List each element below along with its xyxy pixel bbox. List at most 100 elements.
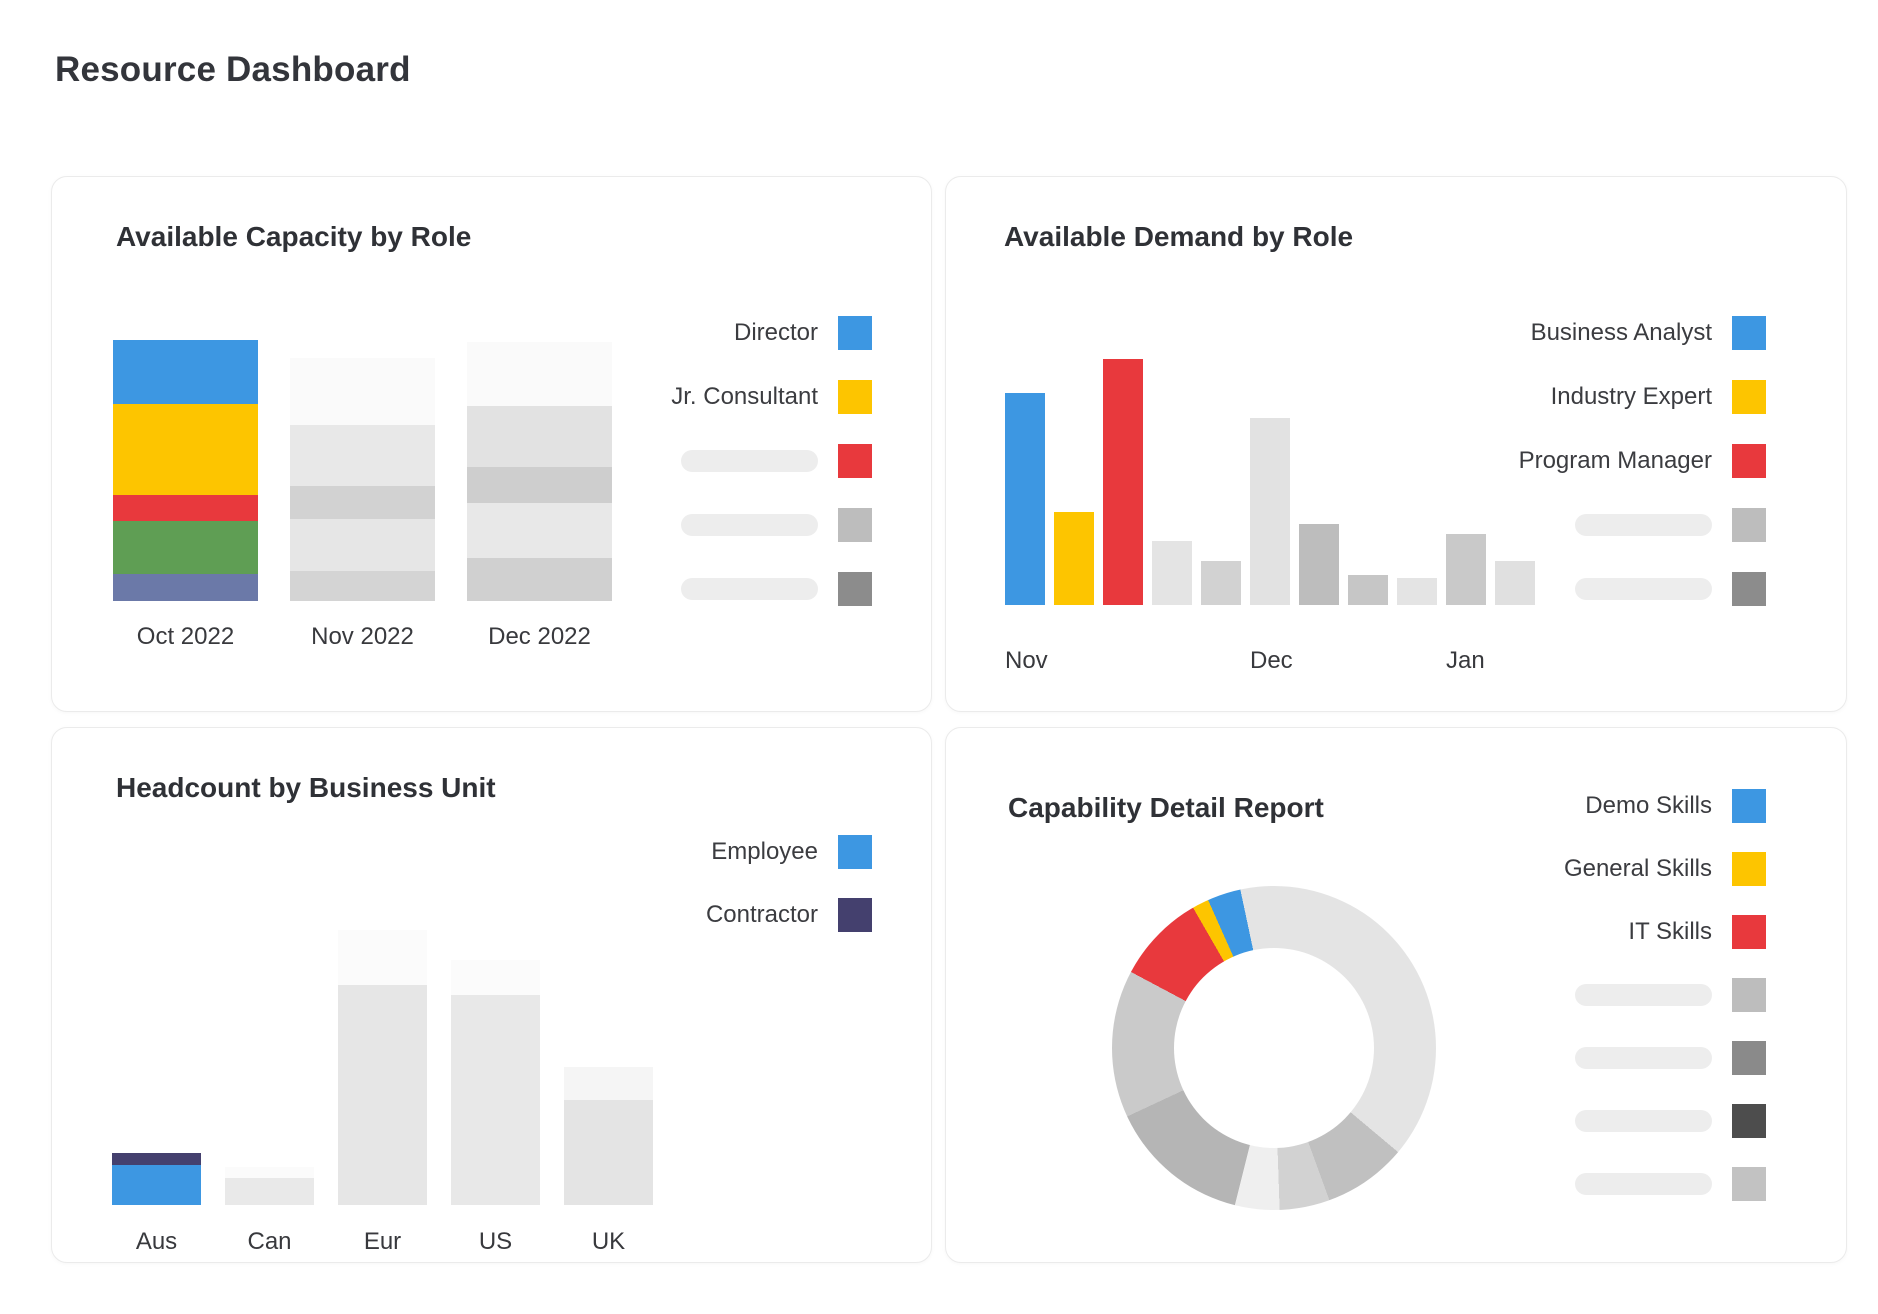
bar-segment-director[interactable] — [113, 340, 258, 404]
demand-bar-5[interactable] — [1201, 561, 1241, 605]
demand-bar-11[interactable] — [1495, 561, 1535, 605]
legend-color-swatch — [1732, 1167, 1766, 1201]
headcount-bar-can[interactable]: Can — [225, 920, 314, 1255]
headcount-bar-aus[interactable]: Aus — [112, 920, 201, 1255]
legend-color-swatch — [1732, 380, 1766, 414]
capability-legend-item-placeholder-5 — [1564, 1041, 1766, 1075]
x-axis-label: Nov — [1005, 647, 1048, 674]
headcount-legend-item-employee[interactable]: Employee — [706, 835, 872, 869]
demand-bar-4[interactable] — [1152, 541, 1192, 605]
legend-placeholder-pill — [1575, 984, 1712, 1006]
legend-label: General Skills — [1563, 855, 1712, 882]
demand-bar-8[interactable] — [1348, 575, 1388, 605]
legend-color-swatch — [838, 380, 872, 414]
demand-bar-7[interactable] — [1299, 524, 1339, 605]
capacity-legend-item-placeholder-3 — [671, 444, 872, 478]
legend-color-swatch — [838, 508, 872, 542]
x-axis-label: Can — [247, 1228, 292, 1255]
headcount-by-bu-panel: Headcount by Business Unit Aus Can Eur US UK… — [51, 727, 932, 1263]
bar-segment-unlabeled-slate[interactable] — [113, 574, 258, 601]
legend-placeholder-pill — [1575, 1047, 1712, 1069]
capability-legend: Demo Skills General Skills IT Skills — [1564, 789, 1766, 1201]
legend-color-swatch — [838, 898, 872, 932]
demand-bar-program-manager[interactable] — [1103, 359, 1143, 605]
capability-donut-chart[interactable] — [1112, 886, 1436, 1210]
demand-legend-item-business-analyst[interactable]: Business Analyst — [1519, 316, 1766, 350]
bar-segment — [451, 995, 540, 1205]
legend-color-swatch — [1732, 508, 1766, 542]
legend-color-swatch — [1732, 978, 1766, 1012]
legend-placeholder-pill — [1575, 1110, 1712, 1132]
headcount-legend: Employee Contractor — [706, 835, 872, 932]
bar-segment — [290, 571, 435, 601]
legend-color-swatch — [1732, 572, 1766, 606]
legend-color-swatch — [1732, 444, 1766, 478]
legend-label: Business Analyst — [1530, 319, 1712, 346]
demand-bar-9[interactable] — [1397, 578, 1437, 605]
headcount-bar-uk[interactable]: UK — [564, 920, 653, 1255]
demand-bar-industry-expert[interactable] — [1054, 512, 1094, 605]
capability-legend-item-demo-skills[interactable]: Demo Skills — [1564, 789, 1766, 823]
headcount-legend-item-contractor[interactable]: Contractor — [706, 898, 872, 932]
demand-legend-item-placeholder-4 — [1519, 508, 1766, 542]
capability-legend-item-general-skills[interactable]: General Skills — [1564, 852, 1766, 886]
legend-color-swatch — [838, 316, 872, 350]
demand-legend-item-placeholder-5 — [1519, 572, 1766, 606]
legend-label: Director — [733, 319, 818, 346]
capacity-bar-dec-2022[interactable]: Dec 2022 — [467, 317, 612, 650]
demand-x-axis: Nov Dec Jan — [1005, 647, 1565, 677]
legend-color-swatch — [1732, 316, 1766, 350]
bar-segment — [338, 985, 427, 1205]
legend-color-swatch — [838, 835, 872, 869]
bar-segment-unlabeled-green[interactable] — [113, 521, 258, 574]
legend-color-swatch — [1732, 1041, 1766, 1075]
capacity-legend: Director Jr. Consultant — [671, 316, 872, 606]
bar-segment — [564, 1100, 653, 1205]
capacity-legend-item-placeholder-4 — [671, 508, 872, 542]
bar-segment — [290, 425, 435, 486]
legend-label: Contractor — [705, 901, 818, 928]
demand-bar-10[interactable] — [1446, 534, 1486, 605]
capacity-bar-nov-2022[interactable]: Nov 2022 — [290, 317, 435, 650]
demand-legend-item-program-manager[interactable]: Program Manager — [1519, 444, 1766, 478]
headcount-bar-eur[interactable]: Eur — [338, 920, 427, 1255]
capacity-legend-item-director[interactable]: Director — [671, 316, 872, 350]
headcount-bar-us[interactable]: US — [451, 920, 540, 1255]
x-axis-label: Jan — [1446, 647, 1485, 674]
bar-segment-contractor[interactable] — [112, 1153, 201, 1165]
legend-label: Employee — [711, 838, 818, 865]
demand-legend: Business Analyst Industry Expert Program M… — [1519, 316, 1766, 606]
legend-color-swatch — [1732, 1104, 1766, 1138]
headcount-panel-title: Headcount by Business Unit — [116, 772, 496, 803]
bar-segment — [290, 519, 435, 571]
x-axis-label: UK — [591, 1228, 626, 1255]
demand-bar-6[interactable] — [1250, 418, 1290, 605]
bar-stack — [467, 342, 612, 601]
bar-segment-unlabeled-red[interactable] — [113, 495, 258, 521]
bar-segment — [338, 930, 427, 985]
legend-color-swatch — [838, 572, 872, 606]
legend-placeholder-pill — [681, 450, 818, 472]
bar-segment — [290, 358, 435, 425]
demand-bar-business-analyst[interactable] — [1005, 393, 1045, 605]
legend-label: IT Skills — [1628, 918, 1712, 945]
capacity-bar-oct-2022[interactable]: Oct 2022 — [113, 317, 258, 650]
demand-legend-item-industry-expert[interactable]: Industry Expert — [1519, 380, 1766, 414]
capacity-by-role-panel: Available Capacity by Role Oct 2022 Nov 2… — [51, 176, 932, 712]
legend-color-swatch — [1732, 852, 1766, 886]
x-axis-label: Nov 2022 — [311, 623, 414, 650]
capability-legend-item-it-skills[interactable]: IT Skills — [1564, 915, 1766, 949]
legend-placeholder-pill — [681, 514, 818, 536]
capability-legend-item-placeholder-4 — [1564, 978, 1766, 1012]
bar-segment-employee[interactable] — [112, 1165, 201, 1205]
bar-stack — [451, 960, 540, 1205]
bar-segment — [225, 1178, 314, 1205]
bar-segment — [467, 406, 612, 467]
x-axis-label: Eur — [363, 1228, 402, 1255]
bar-segment — [467, 503, 612, 558]
bar-stack — [113, 340, 258, 601]
capacity-legend-item-jr-consultant[interactable]: Jr. Consultant — [671, 380, 872, 414]
legend-label: Program Manager — [1518, 447, 1712, 474]
bar-segment-jr-consultant[interactable] — [113, 404, 258, 495]
bar-stack — [564, 1067, 653, 1205]
